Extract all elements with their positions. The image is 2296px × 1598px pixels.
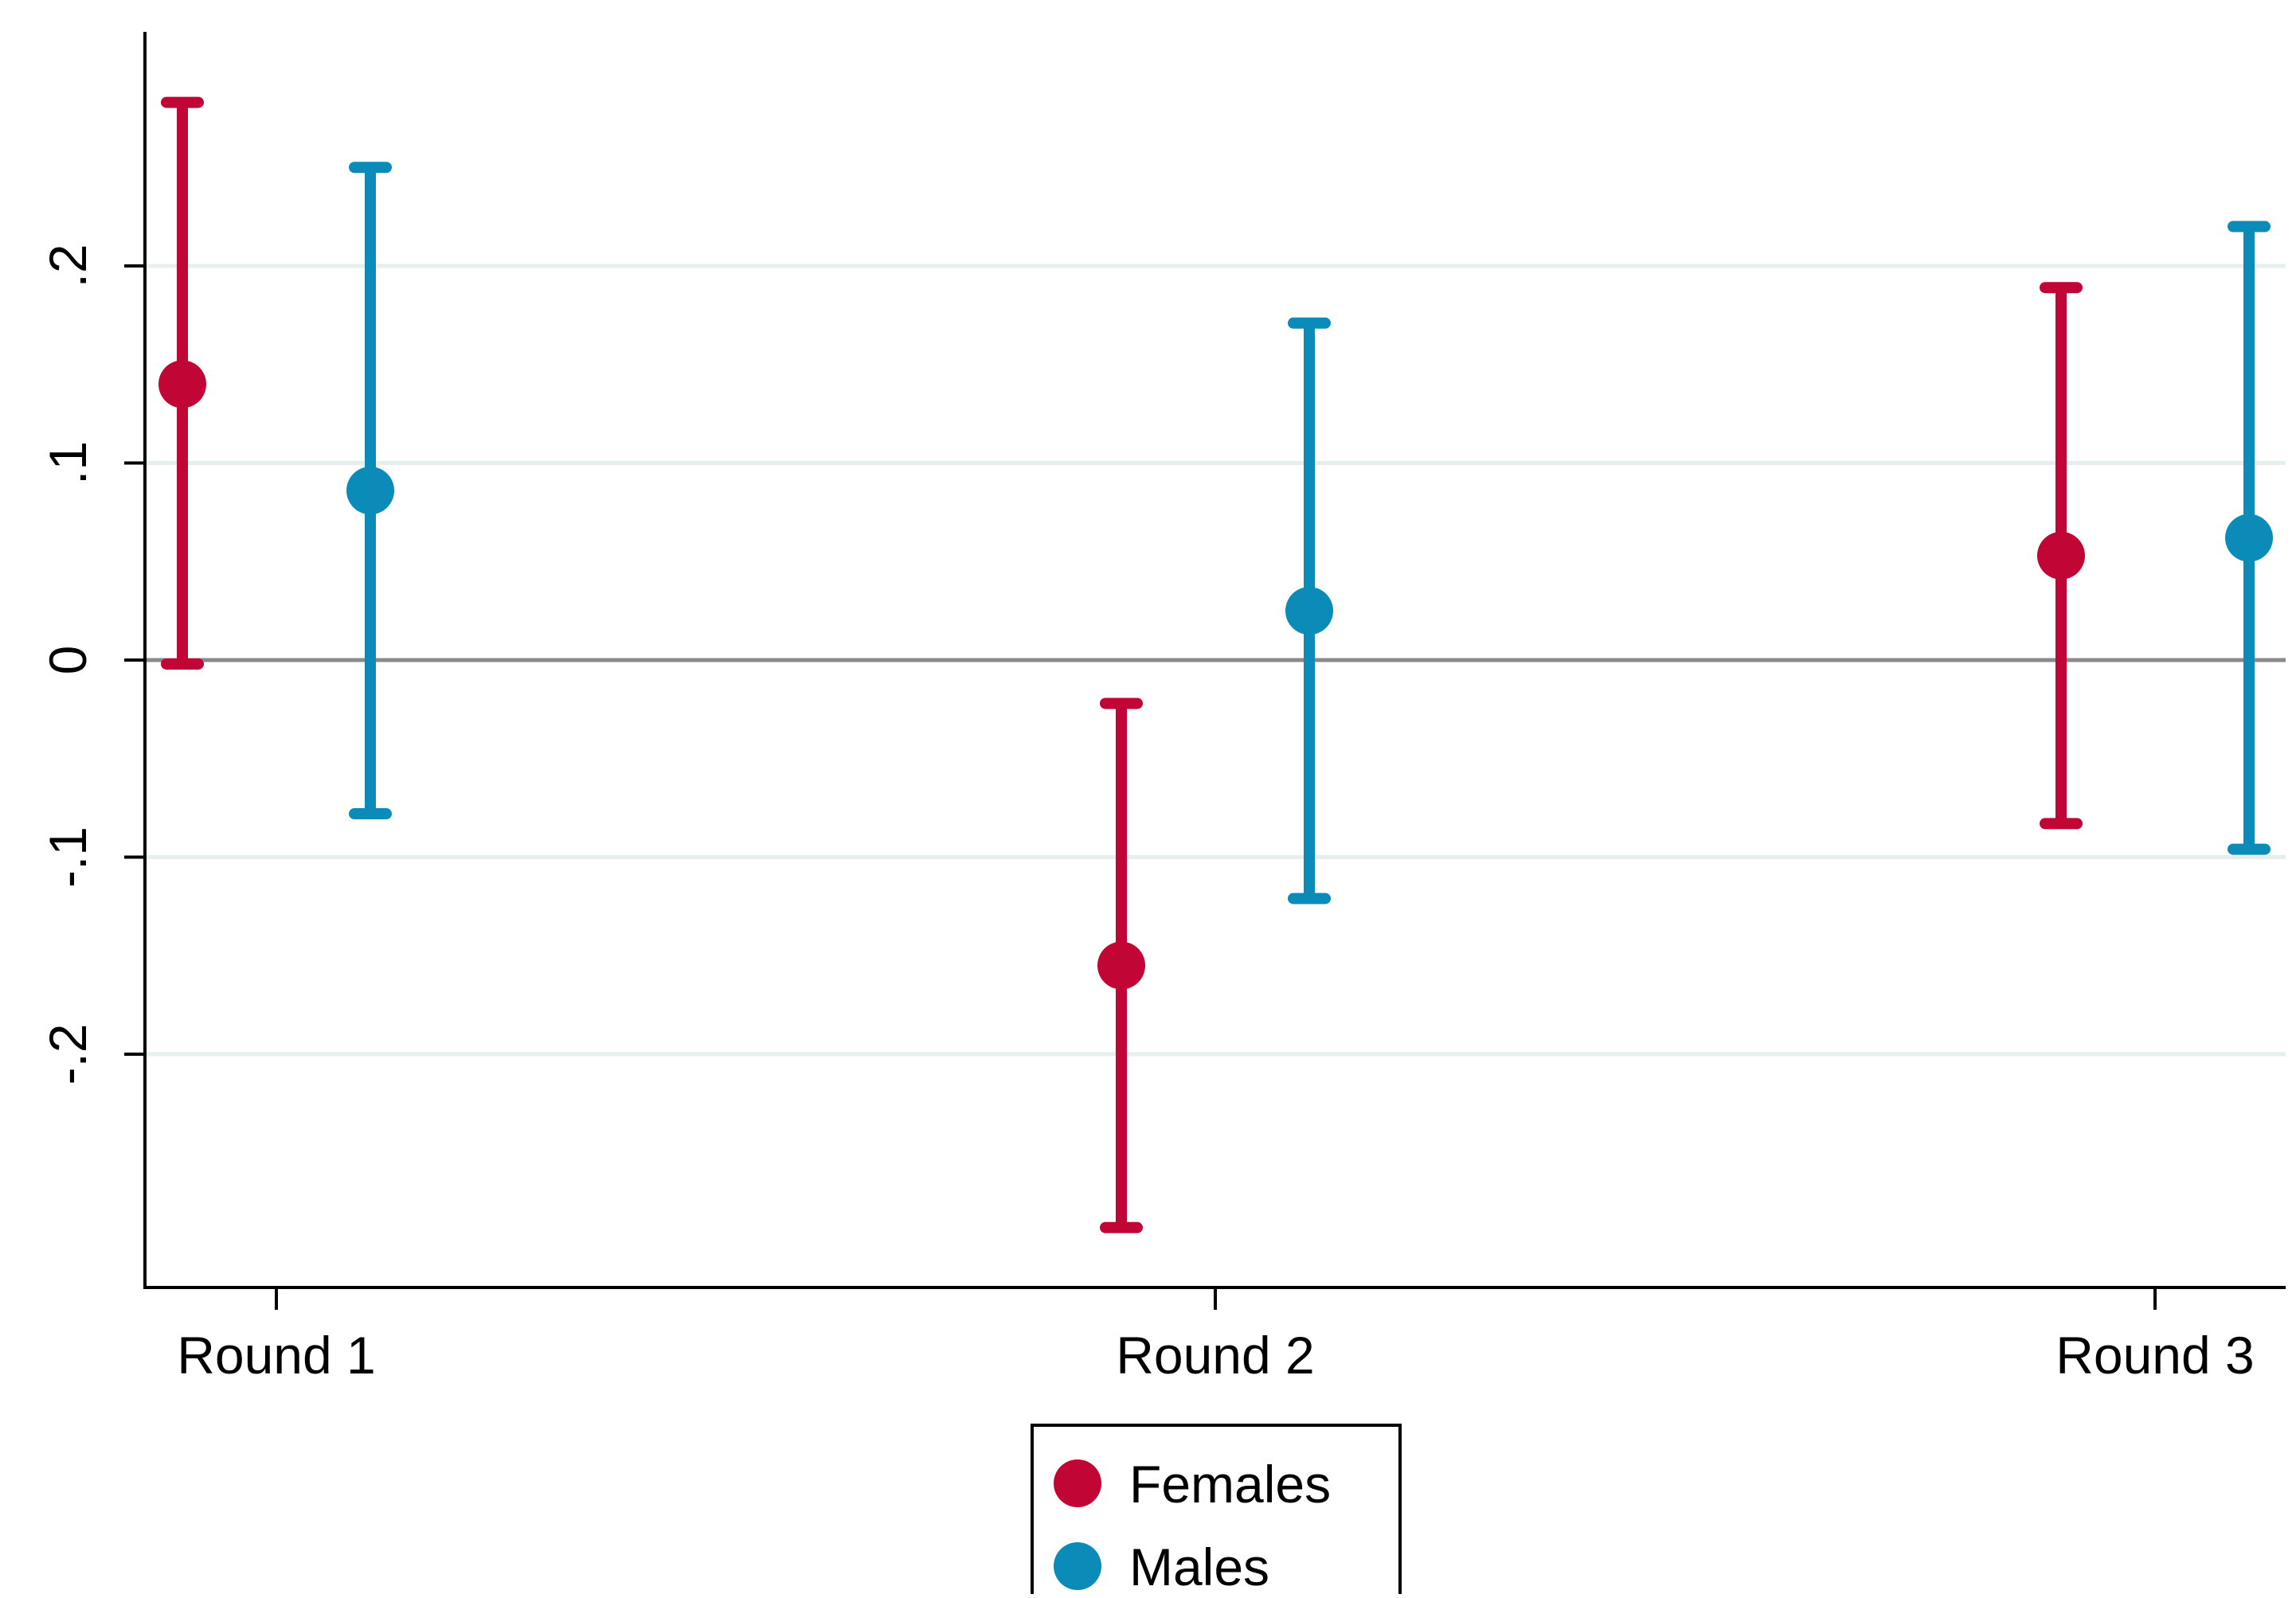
point-estimate — [2037, 531, 2085, 580]
data-series — [158, 96, 2273, 1233]
legend-marker — [1054, 1542, 1101, 1590]
point-estimate — [346, 467, 394, 515]
y-tick-label: .2 — [38, 244, 97, 287]
y-tick-label: -.2 — [38, 1023, 97, 1084]
series-females — [158, 96, 2085, 1233]
y-tick-label: .1 — [38, 441, 97, 485]
axes: .2 .1 0 -.1 -.2 Round 1 Round 2 Round 3 — [38, 32, 2286, 1385]
point-estimate — [1285, 587, 1333, 635]
point-estimate — [2225, 514, 2273, 562]
point-estimate — [158, 360, 206, 408]
legend-label: Females — [1129, 1455, 1331, 1514]
grid-lines — [145, 264, 2286, 1057]
x-tick-label: Round 2 — [1116, 1326, 1315, 1385]
x-tick-label: Round 1 — [177, 1326, 376, 1385]
legend-marker — [1054, 1459, 1101, 1507]
series-males — [346, 162, 2273, 904]
point-estimate — [1097, 941, 1145, 990]
x-tick-label: Round 3 — [2055, 1326, 2255, 1385]
y-tick-label: -.1 — [38, 826, 97, 888]
legend: Females Males — [1031, 1424, 1402, 1598]
y-tick-label: 0 — [38, 646, 97, 675]
legend-label: Males — [1129, 1537, 1269, 1594]
